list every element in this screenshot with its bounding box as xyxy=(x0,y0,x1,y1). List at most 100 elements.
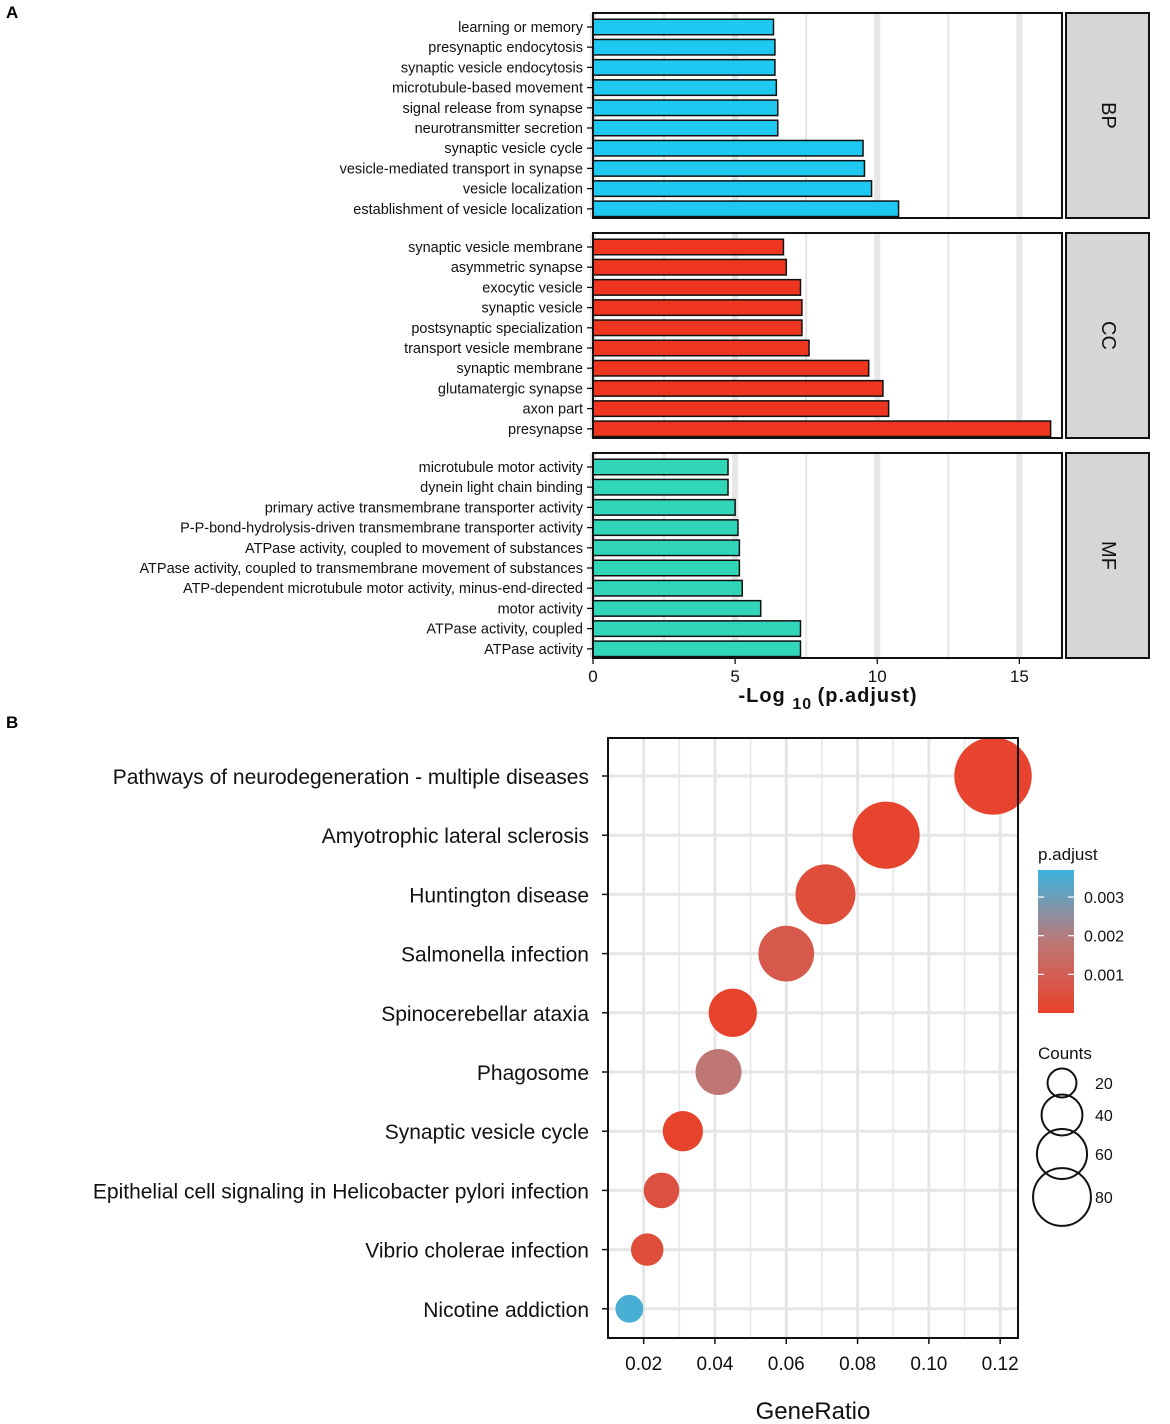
dot-b-3 xyxy=(758,925,815,982)
legend-color-label-0: 0.003 xyxy=(1084,890,1124,907)
bar-bp-7 xyxy=(592,159,866,177)
bar-cc-6 xyxy=(592,359,870,377)
category-label-b-8: Vibrio cholerae infection xyxy=(365,1240,589,1263)
chart-a-go-enrichment-bars: learning or memory presynaptic endocytosi… xyxy=(139,12,1150,713)
facet-strip-cc xyxy=(1065,232,1150,439)
category-label-cc-7: glutamatergic synapse xyxy=(438,381,583,397)
plot-border-b xyxy=(607,737,1019,1339)
category-label-b-9: Nicotine addiction xyxy=(423,1299,589,1322)
bar-bp-2 xyxy=(592,58,776,76)
category-label-b-4: Spinocerebellar ataxia xyxy=(381,1003,589,1026)
bar-cc-9 xyxy=(592,420,1052,438)
xtick-label-b-2: 0.06 xyxy=(768,1354,805,1375)
bar-mf-9 xyxy=(592,640,802,658)
bar-bp-1 xyxy=(592,38,776,56)
bar-cc-2 xyxy=(592,278,802,296)
bar-mf-0 xyxy=(592,458,729,476)
category-label-bp-6: synaptic vesicle cycle xyxy=(444,141,583,157)
x-axis-title-a: -Log 10 (p.adjust) xyxy=(738,685,917,713)
x-axis-a: 0 5 10 15 -Log 10 (p.adjust) xyxy=(588,657,1062,713)
points-b: Pathways of neurodegeneration - multiple… xyxy=(93,737,1032,1323)
chart-b-kegg-dotplot: Pathways of neurodegeneration - multiple… xyxy=(93,737,1124,1424)
xtick-label-a-3: 15 xyxy=(1010,667,1029,686)
bar-mf-1 xyxy=(592,478,729,496)
bar-cc-3 xyxy=(592,299,803,317)
bar-mf-8 xyxy=(592,620,802,638)
xtick-label-a-1: 5 xyxy=(730,667,739,686)
category-label-mf-7: motor activity xyxy=(498,601,584,617)
bar-cc-1 xyxy=(592,258,788,276)
legend-color-label-1: 0.002 xyxy=(1084,929,1124,946)
bar-bp-9 xyxy=(592,200,900,218)
category-label-b-0: Pathways of neurodegeneration - multiple… xyxy=(113,766,589,789)
bar-mf-4 xyxy=(592,539,741,557)
bar-bp-8 xyxy=(592,180,873,198)
category-label-cc-1: asymmetric synapse xyxy=(451,260,583,276)
grid-b xyxy=(608,738,1018,1338)
legend-size-label-1: 40 xyxy=(1095,1108,1113,1125)
bar-mf-5 xyxy=(592,559,741,577)
legend-color-label-2: 0.001 xyxy=(1084,967,1124,984)
bar-bp-6 xyxy=(592,139,864,157)
facet-border-cc xyxy=(592,232,1063,439)
panel-label-b: B xyxy=(6,713,18,732)
dot-b-5 xyxy=(695,1048,742,1096)
category-label-cc-5: transport vesicle membrane xyxy=(404,341,583,357)
xtick-label-a-2: 10 xyxy=(868,667,887,686)
bar-cc-0 xyxy=(592,238,785,256)
xtick-label-b-5: 0.12 xyxy=(982,1354,1019,1375)
legend-colorbar xyxy=(1038,870,1074,1013)
dot-b-7 xyxy=(643,1172,680,1209)
category-label-bp-3: microtubule-based movement xyxy=(392,81,583,97)
category-label-b-7: Epithelial cell signaling in Helicobacte… xyxy=(93,1180,589,1203)
category-label-b-1: Amyotrophic lateral sclerosis xyxy=(322,825,589,848)
legend-size-key-0 xyxy=(1046,1067,1078,1099)
category-label-cc-3: synaptic vesicle xyxy=(481,301,583,317)
legend-size-label-3: 80 xyxy=(1095,1190,1113,1207)
legend-size-key-2 xyxy=(1035,1127,1089,1181)
bar-mf-6 xyxy=(592,579,743,597)
facet-cc: synaptic vesicle membrane asymmetric syna… xyxy=(404,232,1150,439)
category-label-bp-9: establishment of vesicle localization xyxy=(353,202,583,218)
dot-b-4 xyxy=(708,988,757,1037)
category-label-bp-5: neurotransmitter secretion xyxy=(415,121,583,137)
category-label-mf-3: P-P-bond-hydrolysis-driven transmembrane… xyxy=(180,521,584,537)
bar-mf-3 xyxy=(592,519,739,537)
category-label-mf-6: ATP-dependent microtubule motor activity… xyxy=(183,581,583,597)
facet-strip-mf xyxy=(1065,452,1150,659)
category-label-bp-7: vesicle-mediated transport in synapse xyxy=(340,161,583,177)
xtick-label-b-4: 0.10 xyxy=(910,1354,947,1375)
dot-b-6 xyxy=(662,1111,704,1152)
category-label-cc-6: synaptic membrane xyxy=(456,361,583,377)
x-axis-title-a-rest: (p.adjust) xyxy=(818,685,918,707)
facet-strip-label-mf: MF xyxy=(1097,541,1119,570)
category-label-cc-8: axon part xyxy=(523,402,583,418)
facet-border-bp xyxy=(592,12,1063,219)
category-label-mf-4: ATPase activity, coupled to movement of … xyxy=(245,541,583,557)
facet-strip-label-bp: BP xyxy=(1097,102,1119,129)
bar-cc-7 xyxy=(592,379,884,397)
dot-b-9 xyxy=(615,1294,644,1323)
bar-mf-2 xyxy=(592,498,736,516)
category-label-cc-4: postsynaptic specialization xyxy=(411,321,583,337)
xtick-label-b-3: 0.08 xyxy=(839,1354,876,1375)
panel-label-a: A xyxy=(6,3,18,22)
legend-size-title: Counts xyxy=(1038,1044,1092,1063)
category-label-b-6: Synaptic vesicle cycle xyxy=(385,1121,589,1144)
bar-bp-3 xyxy=(592,79,778,97)
category-label-mf-0: microtubule motor activity xyxy=(419,460,584,476)
category-label-cc-0: synaptic vesicle membrane xyxy=(408,240,583,256)
x-axis-title-b: GeneRatio xyxy=(756,1398,871,1424)
bar-cc-4 xyxy=(592,319,803,337)
facet-mf: microtubule motor activity dynein light c… xyxy=(139,452,1150,659)
dot-b-2 xyxy=(795,864,856,925)
facet-strip-label-cc: CC xyxy=(1097,321,1119,350)
dot-b-0 xyxy=(954,737,1032,815)
legend-size-label-0: 20 xyxy=(1095,1076,1113,1093)
category-label-cc-9: presynapse xyxy=(508,422,583,438)
category-label-bp-4: signal release from synapse xyxy=(402,101,583,117)
x-axis-title-a-sub: 10 xyxy=(792,696,817,713)
category-label-mf-8: ATPase activity, coupled xyxy=(426,622,583,638)
category-label-b-5: Phagosome xyxy=(477,1062,589,1085)
